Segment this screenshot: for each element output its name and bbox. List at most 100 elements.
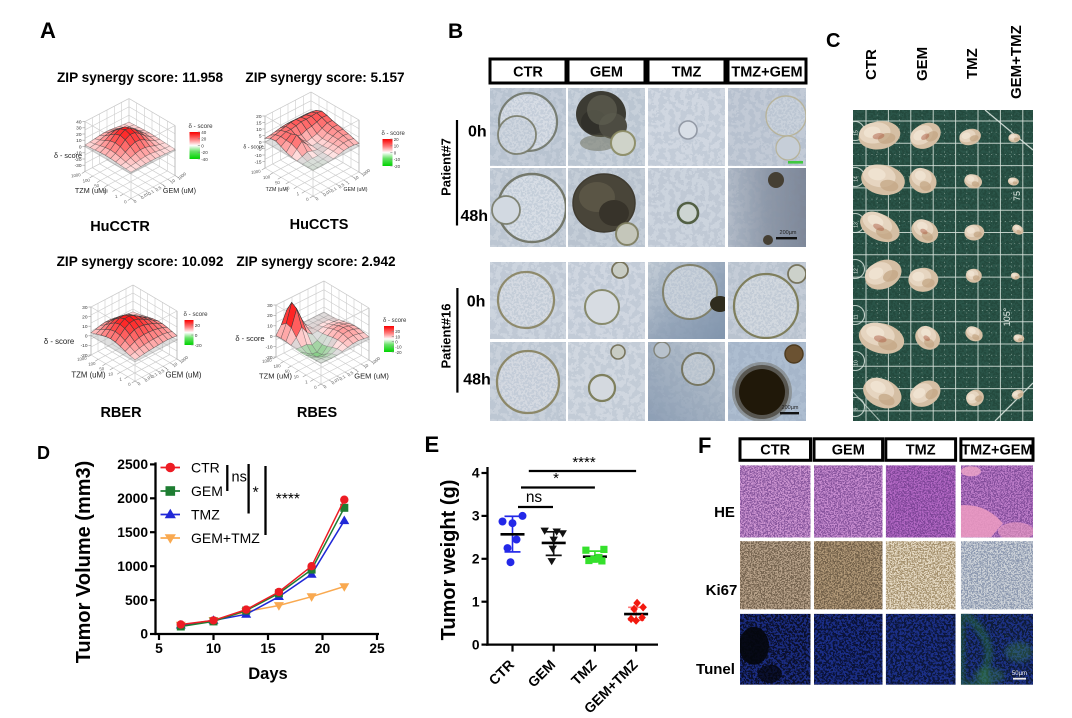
svg-text:0.01: 0.01 [322,188,332,197]
svg-text:10: 10 [103,188,109,194]
svg-text:GEM (uM): GEM (uM) [166,371,202,380]
svg-text:-10: -10 [81,343,88,349]
svg-text:10: 10 [353,174,360,181]
svg-text:0: 0 [79,144,82,150]
svg-text:10: 10 [294,374,300,380]
svg-text:0: 0 [201,143,204,148]
svg-text:10: 10 [395,334,400,339]
svg-text:GEM (uM): GEM (uM) [344,187,368,193]
svg-text:δ - score: δ - score [235,334,264,343]
svg-text:ZIP synergy score: 2.942: ZIP synergy score: 2.942 [236,254,396,269]
svg-text:-10: -10 [395,345,402,350]
svg-text:0: 0 [124,199,128,204]
svg-text:10: 10 [206,641,222,656]
svg-text:TMZ: TMZ [906,443,936,459]
svg-text:1: 1 [296,191,300,196]
svg-text:100: 100 [263,174,271,180]
svg-text:0: 0 [394,150,397,155]
svg-text:GEM: GEM [590,65,623,81]
svg-text:100: 100 [88,361,96,367]
svg-text:0: 0 [472,637,480,652]
svg-text:TMZ+GEM: TMZ+GEM [731,65,802,81]
svg-text:20: 20 [195,323,201,329]
svg-text:9: 9 [854,407,860,410]
svg-text:-20: -20 [395,350,402,355]
svg-text:1000: 1000 [371,355,382,365]
svg-text:GEM+TMZ: GEM+TMZ [1008,25,1025,99]
svg-text:1: 1 [162,183,167,189]
svg-text:20: 20 [394,137,399,142]
svg-text:HE: HE [714,504,735,521]
svg-text:1: 1 [472,594,480,609]
svg-text:10: 10 [394,144,399,149]
svg-text:50: 50 [285,368,291,374]
svg-text:1: 1 [305,379,309,384]
svg-text:1: 1 [119,376,123,381]
svg-text:10: 10 [76,138,82,144]
svg-text:20: 20 [256,114,262,120]
svg-text:0.1: 0.1 [339,374,347,382]
svg-text:TMZ+GEM: TMZ+GEM [961,443,1032,459]
svg-text:0.1: 0.1 [147,188,155,196]
svg-text:105°: 105° [1002,307,1012,326]
svg-text:0h: 0h [467,294,486,311]
svg-text:CTR: CTR [485,656,517,688]
svg-text:0: 0 [270,334,273,340]
svg-text:-20: -20 [195,343,202,349]
svg-text:δ - score: δ - score [383,318,407,324]
svg-text:15: 15 [854,130,860,136]
svg-text:RBES: RBES [297,405,338,421]
svg-text:-20: -20 [81,353,88,359]
svg-text:GEM (uM): GEM (uM) [354,372,389,381]
svg-text:TZM (uM): TZM (uM) [75,186,107,195]
svg-text:30: 30 [267,303,273,309]
svg-text:0: 0 [323,384,328,390]
svg-text:δ - score: δ - score [184,311,209,318]
svg-text:200µm: 200µm [782,405,799,411]
svg-text:δ - score: δ - score [243,145,263,151]
svg-text:1000: 1000 [71,172,82,178]
svg-text:Tunel: Tunel [696,661,735,678]
svg-text:-10: -10 [394,157,401,162]
svg-text:GEM: GEM [191,483,223,499]
svg-text:0.01: 0.01 [144,373,154,382]
svg-text:10: 10 [172,361,179,368]
svg-text:Ki67: Ki67 [706,582,738,599]
svg-text:HuCCTR: HuCCTR [90,219,150,235]
svg-text:20: 20 [267,313,273,319]
svg-text:δ - score: δ - score [189,123,214,130]
svg-text:-20: -20 [75,157,82,163]
svg-text:30: 30 [76,126,82,132]
svg-text:-10: -10 [255,153,262,159]
svg-text:0: 0 [133,198,138,204]
svg-text:CTR: CTR [863,49,880,80]
svg-text:Tumor Volume (mm3): Tumor Volume (mm3) [73,461,95,664]
svg-text:****: **** [572,454,596,471]
svg-text:Patient#16: Patient#16 [439,303,454,368]
svg-text:48h: 48h [463,371,491,388]
svg-text:10: 10 [108,371,114,377]
svg-text:10: 10 [267,324,273,330]
svg-text:1: 1 [165,366,170,372]
svg-text:0.5: 0.5 [155,185,163,193]
svg-text:TMZ: TMZ [568,656,600,688]
svg-text:ZIP synergy score: 10.092: ZIP synergy score: 10.092 [57,254,224,269]
svg-text:0.5: 0.5 [338,182,346,190]
svg-text:TZM (uM): TZM (uM) [71,371,106,380]
svg-text:ZIP synergy score: 11.958: ZIP synergy score: 11.958 [57,70,223,85]
svg-text:1000: 1000 [77,356,88,362]
svg-text:200µm: 200µm [780,230,797,236]
svg-text:50: 50 [94,183,100,189]
svg-text:1: 1 [115,194,119,199]
svg-text:0: 0 [137,381,142,387]
svg-text:10: 10 [284,185,290,191]
svg-text:10: 10 [169,178,176,185]
svg-text:TZM (uM): TZM (uM) [266,187,289,193]
svg-text:-20: -20 [266,355,273,361]
svg-text:10: 10 [82,324,88,330]
svg-text:20: 20 [315,641,331,656]
svg-text:0.5: 0.5 [158,368,166,376]
svg-text:0: 0 [128,382,132,387]
svg-text:40: 40 [201,130,207,135]
svg-text:48h: 48h [461,208,489,225]
